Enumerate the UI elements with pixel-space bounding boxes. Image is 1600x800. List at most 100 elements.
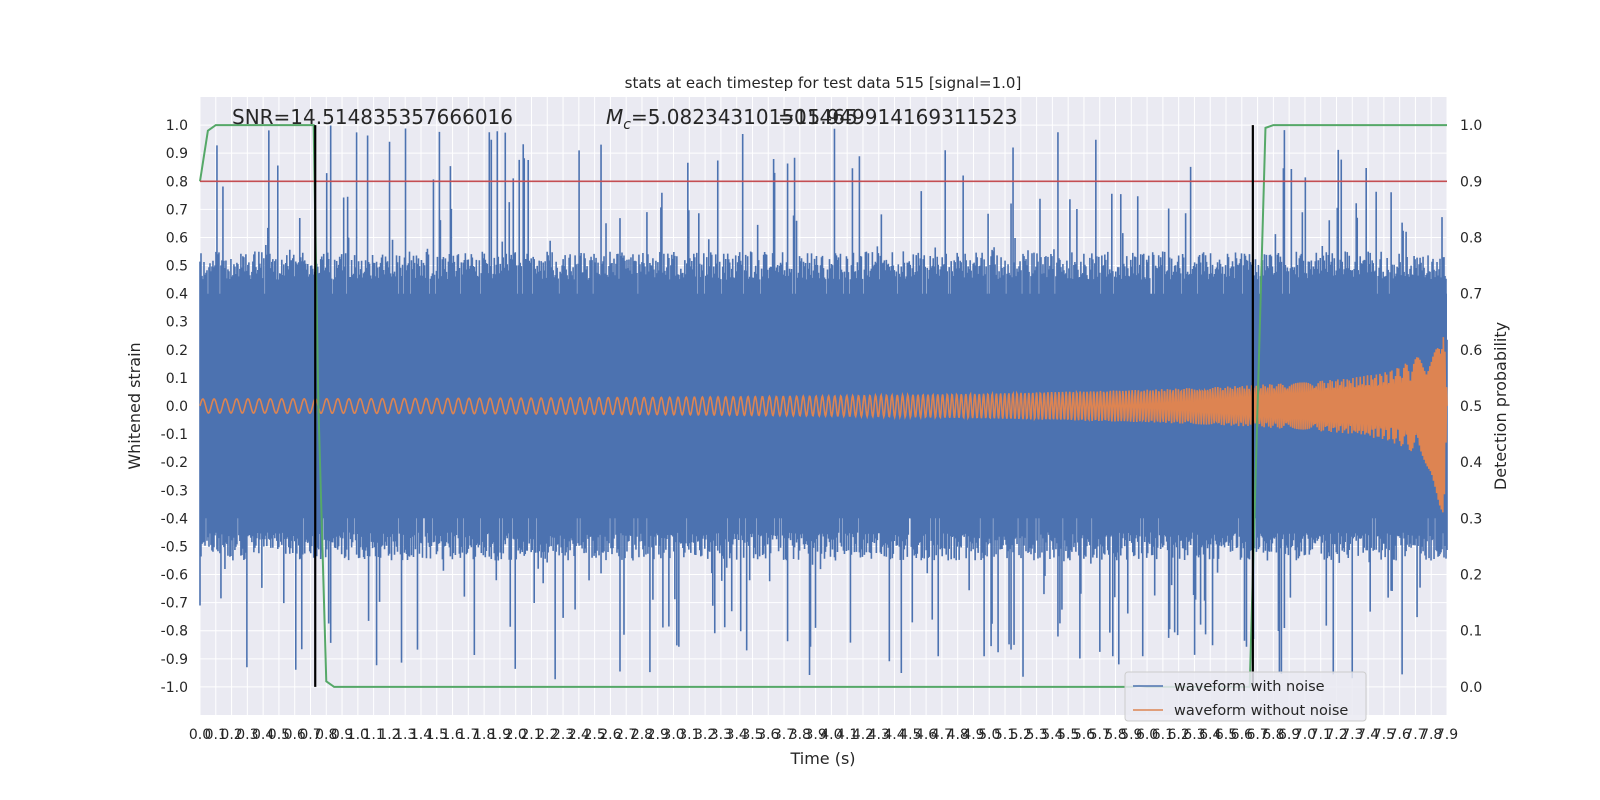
left-y-tick-label: -1.0 — [161, 680, 188, 696]
x-tick-label: 3.7 — [773, 727, 795, 743]
snr-annotation: SNR=14.514835357666016 — [232, 105, 513, 129]
x-tick-label: 2.8 — [631, 727, 653, 743]
x-tick-label: 2.6 — [599, 727, 621, 743]
x-tick-label: 5.8 — [1104, 727, 1126, 743]
x-tick-label: 6.7 — [1246, 727, 1268, 743]
right-y-tick-label: 0.6 — [1460, 343, 1482, 359]
x-tick-label: 6.9 — [1278, 727, 1300, 743]
x-tick-label: 3.9 — [804, 727, 826, 743]
x-tick-label: 2.3 — [552, 727, 574, 743]
left-y-tick-label: -0.4 — [161, 511, 188, 527]
left-y-tick-label: -0.6 — [161, 568, 188, 584]
legend-label-waveform-with-noise: waveform with noise — [1174, 679, 1325, 695]
x-tick-label: 1.3 — [394, 727, 416, 743]
x-tick-label: 0.7 — [299, 727, 321, 743]
legend-label-waveform-without-noise: waveform without noise — [1174, 703, 1348, 719]
chirp-mass-symbol: M — [606, 105, 623, 129]
x-tick-label: 0.5 — [268, 727, 290, 743]
x-tick-label: 3.6 — [757, 727, 779, 743]
right-y-tick-label: 0.3 — [1460, 511, 1482, 527]
x-tick-label: 5.0 — [978, 727, 1000, 743]
left-y-tick-label: 0.0 — [166, 399, 188, 415]
x-tick-label: 7.9 — [1436, 727, 1458, 743]
x-tick-label: 4.9 — [962, 727, 984, 743]
x-tick-label: 1.4 — [410, 727, 432, 743]
x-tick-label: 7.7 — [1404, 727, 1426, 743]
left-y-tick-label: 0.3 — [166, 315, 188, 331]
left-y-tick-label: 1.0 — [166, 118, 188, 134]
left-y-tick-label: -0.2 — [161, 455, 188, 471]
x-tick-label: 2.0 — [505, 727, 527, 743]
right-y-tick-label: 0.8 — [1460, 230, 1482, 246]
x-tick-label: 6.5 — [1215, 727, 1237, 743]
left-y-tick-label: -0.5 — [161, 539, 188, 555]
left-y-tick-label: 0.9 — [166, 146, 188, 162]
x-tick-label: 2.5 — [583, 727, 605, 743]
x-tick-label: 1.0 — [347, 727, 369, 743]
x-tick-label: 1.2 — [378, 727, 400, 743]
left-y-axis-label: Whitened strain — [125, 342, 144, 469]
right-y-axis-label: Detection probability — [1491, 322, 1510, 490]
x-tick-label: 5.7 — [1089, 727, 1111, 743]
clean-waveform-line — [199, 337, 1448, 513]
x-tick-label: 4.6 — [915, 727, 937, 743]
right-y-tick-label: 0.5 — [1460, 399, 1482, 415]
x-tick-label: 4.1 — [836, 727, 858, 743]
x-tick-label: 3.1 — [678, 727, 700, 743]
left-y-tick-label: 0.5 — [166, 259, 188, 275]
x-tick-label: 3.2 — [694, 727, 716, 743]
x-tick-label: 5.2 — [1010, 727, 1032, 743]
left-y-tick-label: -0.8 — [161, 624, 188, 640]
x-tick-label: 7.8 — [1420, 727, 1442, 743]
x-tick-label: 4.0 — [820, 727, 842, 743]
left-y-tick-label: 0.6 — [166, 230, 188, 246]
x-tick-label: 1.1 — [363, 727, 385, 743]
right-y-tick-label: 1.0 — [1460, 118, 1482, 134]
x-tick-label: 0.4 — [252, 727, 274, 743]
left-y-tick-label: -0.9 — [161, 652, 188, 668]
x-tick-label: 6.0 — [1136, 727, 1158, 743]
x-tick-label: 7.6 — [1389, 727, 1411, 743]
x-tick-label: 1.5 — [426, 727, 448, 743]
x-tick-label: 5.1 — [994, 727, 1016, 743]
x-tick-label: 4.7 — [931, 727, 953, 743]
x-tick-label: 7.3 — [1341, 727, 1363, 743]
overlap-annotation: =15.949914169311523 — [778, 105, 1017, 129]
x-tick-labels: 0.00.10.20.30.40.50.60.70.80.91.01.11.21… — [189, 727, 1458, 743]
x-tick-label: 0.8 — [315, 727, 337, 743]
x-tick-label: 5.9 — [1120, 727, 1142, 743]
x-tick-label: 5.3 — [1025, 727, 1047, 743]
x-tick-label: 0.3 — [236, 727, 258, 743]
x-tick-label: 2.7 — [615, 727, 637, 743]
left-y-tick-label: 0.8 — [166, 174, 188, 190]
x-tick-label: 0.2 — [220, 727, 242, 743]
right-y-tick-labels: 0.0 0.1 0.2 0.3 0.4 0.5 0.6 0.7 0.8 0.9 1.0 — [1460, 118, 1482, 696]
right-y-tick-label: 0.2 — [1460, 568, 1482, 584]
x-tick-label: 1.7 — [457, 727, 479, 743]
x-tick-label: 0.9 — [331, 727, 353, 743]
x-tick-label: 7.0 — [1294, 727, 1316, 743]
x-axis-label: Time (s) — [789, 749, 855, 768]
x-tick-label: 2.4 — [568, 727, 590, 743]
x-tick-label: 7.4 — [1357, 727, 1379, 743]
left-y-tick-labels: -1.0 -0.9 -0.8 -0.7 -0.6 -0.5 -0.4 -0.3 -0.2 -0.1… — [161, 118, 188, 696]
x-tick-label: 6.3 — [1183, 727, 1205, 743]
left-y-tick-label: -0.3 — [161, 483, 188, 499]
x-tick-label: 4.2 — [852, 727, 874, 743]
left-y-tick-label: -0.1 — [161, 427, 188, 443]
right-y-tick-label: 0.7 — [1460, 287, 1482, 303]
legend: waveform with noise waveform without noi… — [1124, 671, 1367, 722]
x-tick-label: 7.1 — [1310, 727, 1332, 743]
x-tick-label: 6.2 — [1168, 727, 1190, 743]
x-tick-label: 4.3 — [868, 727, 890, 743]
x-tick-label: 5.4 — [1041, 727, 1063, 743]
x-tick-label: 2.2 — [536, 727, 558, 743]
right-y-tick-label: 0.1 — [1460, 624, 1482, 640]
x-tick-label: 6.4 — [1199, 727, 1221, 743]
probability-lines — [199, 124, 1447, 688]
left-y-tick-label: 0.2 — [166, 343, 188, 359]
x-tick-label: 1.6 — [441, 727, 463, 743]
x-tick-label: 5.5 — [1057, 727, 1079, 743]
x-tick-label: 7.2 — [1325, 727, 1347, 743]
